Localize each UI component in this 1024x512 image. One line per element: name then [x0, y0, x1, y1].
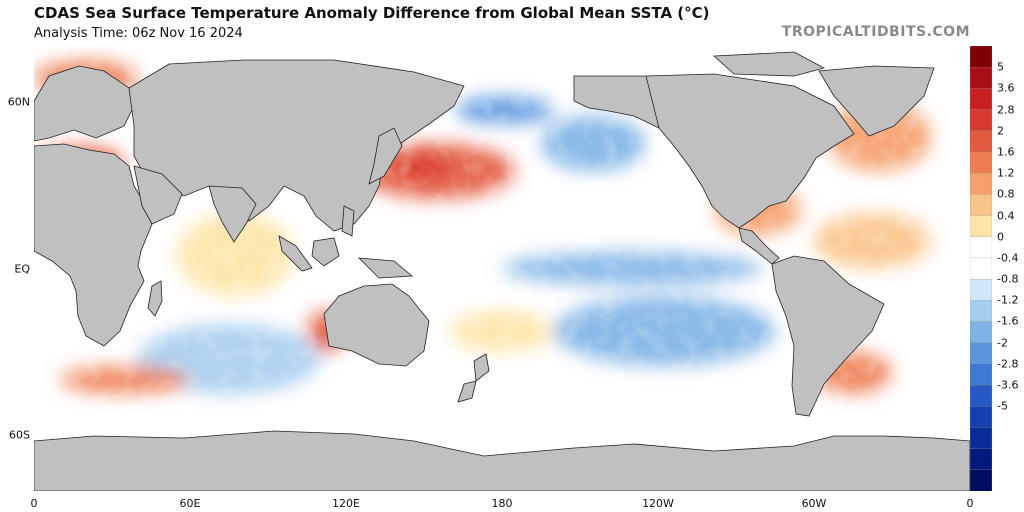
- colorbar-label: 0.8: [997, 187, 1015, 201]
- colorbar-label: 2: [997, 124, 1004, 138]
- colorbar: [970, 46, 992, 491]
- colorbar-swatch: [970, 215, 992, 238]
- land-australia: [323, 283, 430, 367]
- colorbar-label: -1.6: [997, 314, 1019, 328]
- land-greenland: [818, 65, 935, 137]
- colorbar-label: 0: [997, 230, 1004, 244]
- analysis-time: Analysis Time: 06z Nov 16 2024: [34, 26, 243, 41]
- land-new-guinea: [357, 257, 414, 279]
- colorbar-swatch: [970, 384, 992, 407]
- lon-label: 0: [30, 497, 38, 510]
- lat-label: EQ: [14, 262, 30, 275]
- colorbar-swatch: [970, 321, 992, 344]
- colorbar-swatch: [970, 172, 992, 195]
- colorbar-label: -0.8: [997, 272, 1019, 286]
- colorbar-label: -0.4: [997, 251, 1019, 265]
- colorbar-label: 0.4: [997, 209, 1015, 223]
- colorbar-label: -2: [997, 336, 1008, 350]
- lon-label: 180: [491, 497, 513, 510]
- brand-watermark: TROPICALTIDBITS.COM: [781, 24, 970, 40]
- colorbar-swatch: [970, 278, 992, 301]
- land-madagascar: [147, 280, 163, 317]
- colorbar-label: -1.2: [997, 293, 1019, 307]
- land-philippines: [341, 205, 355, 237]
- ssta-map: [34, 46, 970, 491]
- lon-label: 60W: [801, 497, 827, 510]
- land-arctic-islands: [713, 51, 826, 77]
- lon-label: 120W: [642, 497, 674, 510]
- colorbar-swatch: [970, 300, 992, 323]
- colorbar-swatch: [970, 406, 992, 429]
- land-layer: [34, 51, 970, 491]
- lon-label: 0: [966, 497, 974, 510]
- colorbar-swatch: [970, 469, 992, 491]
- colorbar-swatch: [970, 130, 992, 153]
- colorbar-label: -3.6: [997, 378, 1019, 392]
- colorbar-swatch: [970, 67, 992, 90]
- colorbar-swatch: [970, 109, 992, 132]
- land-alaska: [573, 75, 660, 129]
- colorbar-label: 5: [997, 60, 1004, 74]
- lon-label: 120E: [332, 497, 360, 510]
- land-africa: [34, 143, 153, 347]
- colorbar-swatch: [970, 448, 992, 471]
- colorbar-label: -5: [997, 399, 1008, 413]
- colorbar-swatch: [970, 257, 992, 280]
- colorbar-swatch: [970, 363, 992, 386]
- colorbar-swatch: [970, 427, 992, 450]
- colorbar-swatch: [970, 342, 992, 365]
- colorbar-label: 1.2: [997, 166, 1015, 180]
- land-north-america: [643, 73, 855, 229]
- land-borneo: [311, 237, 340, 267]
- page-title: CDAS Sea Surface Temperature Anomaly Dif…: [34, 4, 710, 22]
- colorbar-swatch: [970, 88, 992, 111]
- colorbar-label: 1.6: [997, 145, 1015, 159]
- land-new-zealand: [473, 353, 490, 382]
- colorbar-label: 2.8: [997, 103, 1015, 117]
- land-sumatra: [278, 235, 313, 272]
- land-india: [208, 185, 257, 243]
- colorbar-label: -2.8: [997, 357, 1019, 371]
- land-antarctica: [34, 430, 970, 491]
- colorbar-swatch: [970, 151, 992, 174]
- land-south-america: [771, 255, 885, 417]
- land-central-america: [738, 227, 780, 265]
- lon-label: 60E: [179, 497, 201, 510]
- colorbar-swatch: [970, 46, 992, 68]
- land-japan: [368, 127, 403, 185]
- lat-label: 60S: [9, 428, 30, 442]
- land-new-zealand-south: [457, 380, 477, 403]
- colorbar-label: 3.6: [997, 81, 1015, 95]
- land-arabia: [133, 165, 183, 225]
- colorbar-swatch: [970, 236, 992, 259]
- colorbar-swatch: [970, 194, 992, 217]
- land-europe: [34, 65, 135, 142]
- lat-label: 60N: [7, 95, 30, 109]
